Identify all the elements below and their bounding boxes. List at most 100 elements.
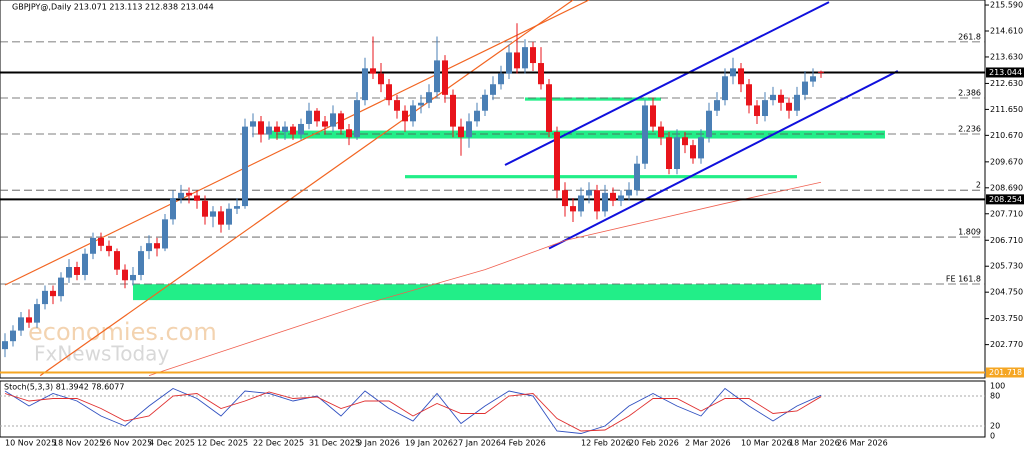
candle-body [266, 126, 272, 135]
candle-body [314, 110, 320, 122]
x-tick-label: 10 Nov 2025 [5, 439, 56, 448]
candle-body [578, 195, 584, 212]
zone [525, 97, 661, 101]
candle-body [418, 102, 424, 106]
candle-body [730, 68, 736, 77]
candle-body [378, 73, 384, 85]
candle-body [442, 60, 448, 95]
candle-body [338, 113, 344, 130]
stoch-panel [0, 380, 986, 438]
candle-body [306, 110, 312, 124]
y-tick-label: 203.750 [990, 314, 1023, 323]
trendline [4, 0, 590, 286]
candle-body [90, 237, 96, 254]
candle-body [410, 105, 416, 122]
candle-body [586, 190, 592, 196]
zone [405, 175, 797, 179]
candle-body [810, 76, 816, 82]
candle-body [722, 76, 728, 101]
candle-body [434, 60, 440, 93]
candle-body [818, 71, 824, 73]
candle-body [690, 145, 696, 159]
candle-body [218, 211, 224, 225]
candle-body [274, 126, 280, 132]
candle-body [778, 94, 784, 103]
price-box [986, 67, 1024, 78]
candle-body [42, 290, 48, 305]
candle-body [746, 84, 752, 106]
candle-body [602, 192, 608, 212]
candle-body [74, 267, 80, 275]
candle-body [354, 100, 360, 138]
candle-body [10, 330, 16, 342]
candle-body [426, 92, 432, 103]
candle-body [98, 237, 104, 246]
candle-body [298, 123, 304, 135]
y-tick-label: 215.590 [990, 1, 1023, 10]
price-box [986, 367, 1024, 378]
candle-body [2, 341, 8, 350]
x-tick-label: 10 Mar 2026 [741, 439, 792, 448]
price-box [986, 194, 1024, 205]
candle-body [178, 192, 184, 199]
candle-body [66, 267, 72, 278]
candle-body [202, 200, 208, 217]
fib-label: 2.386 [958, 89, 981, 98]
fib-label: 2.236 [958, 125, 981, 134]
candle-body [122, 269, 128, 281]
candle-body [282, 126, 288, 132]
x-tick-label: 2 Mar 2026 [685, 439, 731, 448]
x-tick-label: 26 Nov 2025 [101, 439, 152, 448]
y-tick-label: 204.750 [990, 288, 1023, 297]
candle-body [170, 198, 176, 220]
candle-body [18, 317, 24, 331]
candle-body [554, 131, 560, 191]
fib-label: FE 161.8 [946, 274, 981, 283]
candle-body [770, 94, 776, 101]
candle-body [482, 94, 488, 111]
candle-body [402, 110, 408, 122]
candle-body [530, 47, 536, 64]
x-tick-label: 26 Mar 2026 [837, 439, 888, 448]
x-tick-label: 9 Jan 2026 [357, 439, 400, 448]
x-tick-label: 19 Jan 2026 [405, 439, 453, 448]
candle-body [210, 211, 216, 217]
y-tick-label: 202.770 [990, 340, 1023, 349]
candle-body [618, 195, 624, 201]
candle-body [610, 192, 616, 201]
candle-body [242, 126, 248, 207]
moving-average [148, 181, 822, 376]
candle-body [234, 206, 240, 209]
y-tick-label: 207.710 [990, 209, 1023, 218]
chart-title: GBPJPY@,Daily 213.071 213.113 212.838 21… [12, 3, 214, 12]
y-tick-label: 211.650 [990, 105, 1023, 114]
candle-body [146, 243, 152, 252]
x-tick-label: 12 Dec 2025 [197, 439, 248, 448]
candle-body [706, 110, 712, 138]
candle-body [258, 121, 264, 135]
zone [269, 130, 885, 139]
stoch-line [4, 387, 822, 434]
candle-body [522, 47, 528, 69]
x-tick-label: 31 Dec 2025 [309, 439, 360, 448]
candle-body [250, 121, 256, 127]
y-tick-label: 205.730 [990, 262, 1023, 271]
stoch-line [4, 391, 822, 432]
candle-body [714, 100, 720, 111]
price-label: 208.254 [989, 195, 1022, 204]
y-tick-label: 206.710 [990, 236, 1023, 245]
candle-body [658, 126, 664, 138]
candle-body [570, 206, 576, 212]
candle-body [666, 137, 672, 170]
candle-body [794, 94, 800, 111]
watermark-text: economies.com [28, 318, 217, 346]
candle-body [514, 52, 520, 69]
candle-body [58, 277, 64, 297]
candle-body [562, 190, 568, 207]
candle-body [474, 110, 480, 122]
x-tick-label: 18 Nov 2025 [53, 439, 104, 448]
candle-body [106, 245, 112, 252]
candle-body [538, 63, 544, 85]
stoch-tick-label: 80 [990, 392, 1000, 401]
